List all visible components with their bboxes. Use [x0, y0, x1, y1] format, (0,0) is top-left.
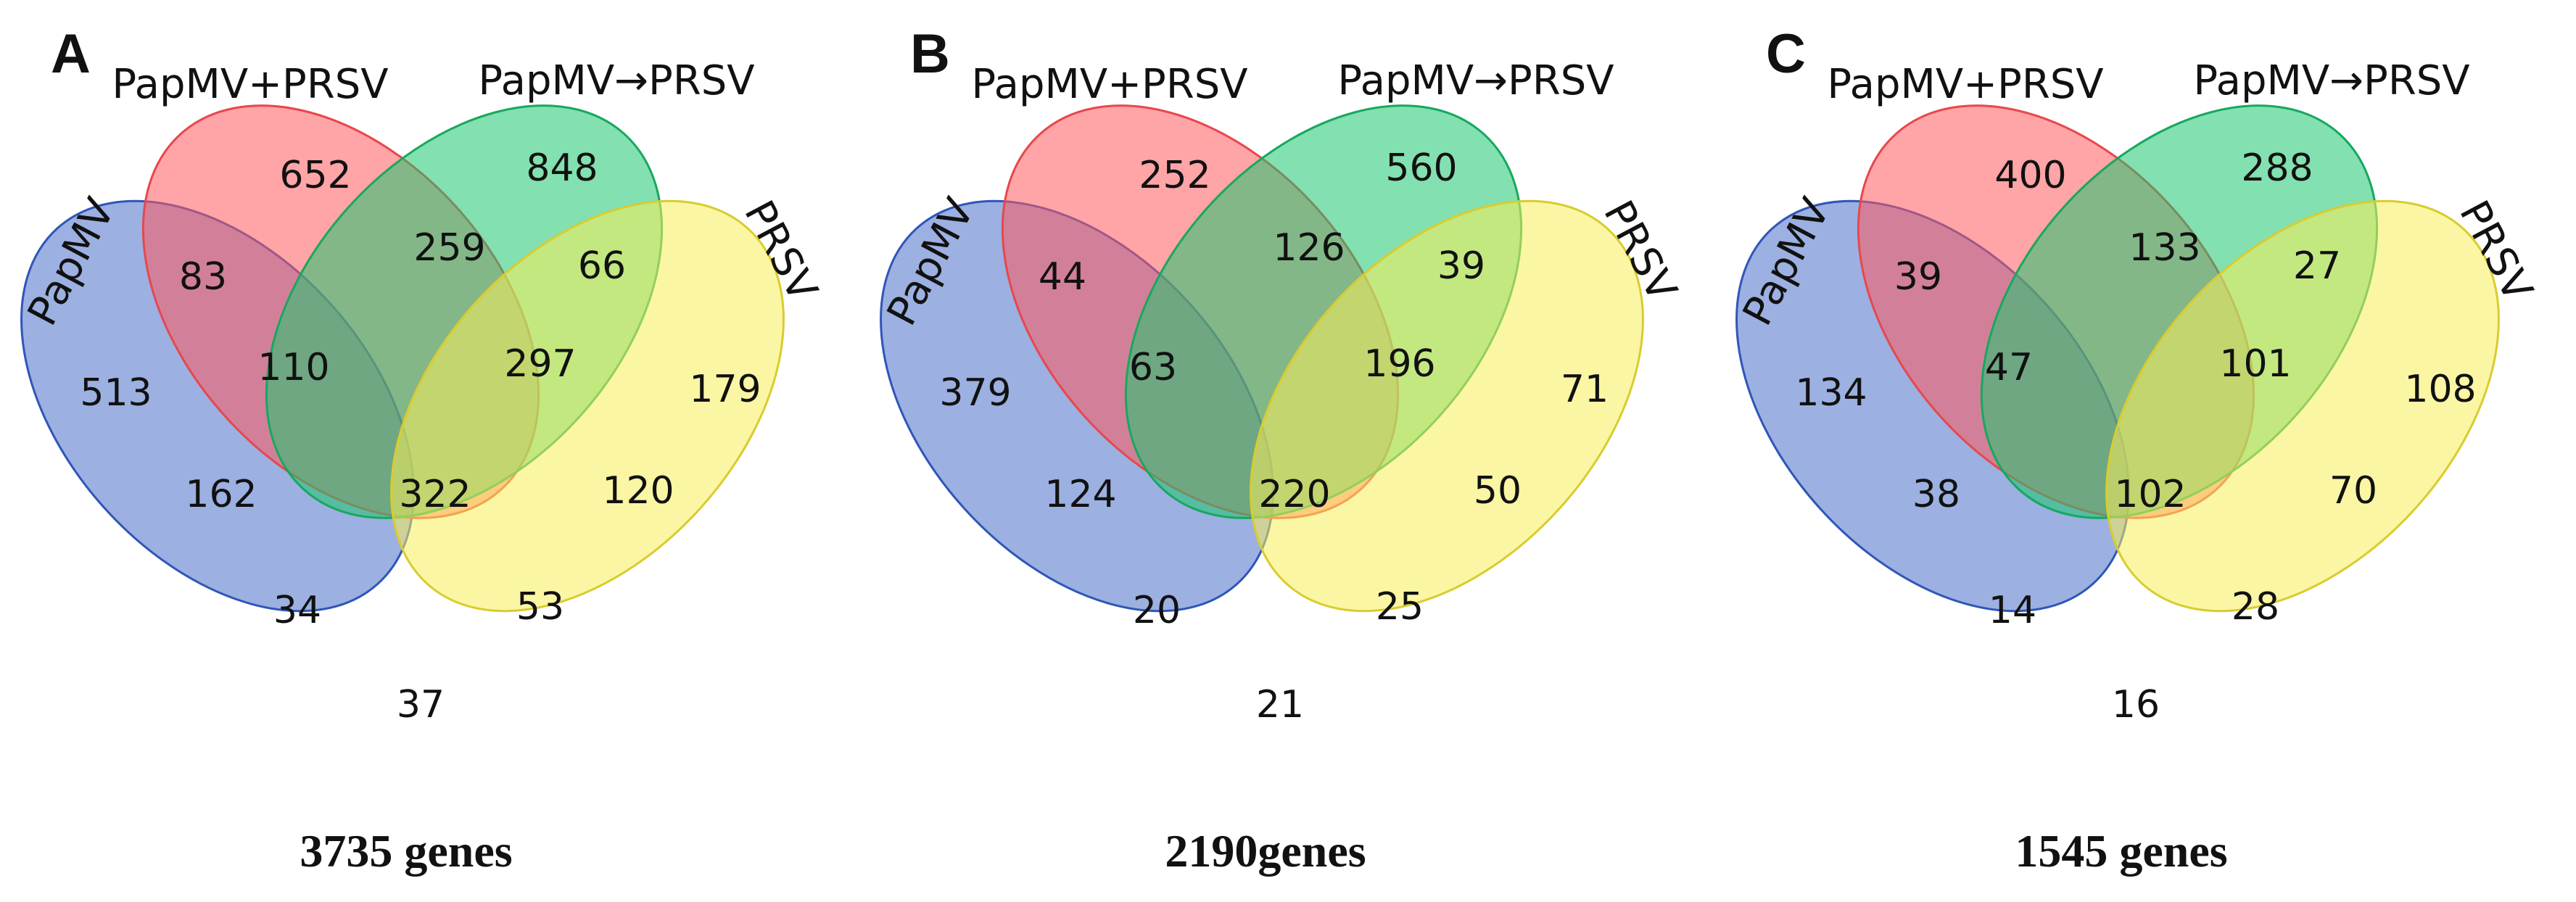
region-count-papmv--papmv-plus-prsv--prsv: 25 — [1376, 585, 1424, 629]
region-count-papmv-plus-prsv--papmv-then-prsv--prsv: 196 — [1363, 342, 1435, 386]
region-count-papmv-plus-prsv--prsv: 70 — [2329, 469, 2377, 513]
region-count-papmv--prsv: 21 — [1256, 683, 1304, 727]
set-label-papmv-then-prsv: PapMV→PRSV — [2193, 57, 2469, 104]
region-count-papmv-then-prsv--prsv: 66 — [578, 244, 626, 288]
region-count-papmv-plus-prsv--papmv-then-prsv: 259 — [413, 226, 485, 270]
region-count-papmv--papmv-then-prsv--prsv: 34 — [273, 589, 321, 632]
set-shape-prsv — [2105, 199, 2500, 613]
region-count-papmv--papmv-plus-prsv: 39 — [1894, 255, 1942, 299]
total-genes-caption: 3735 genes — [300, 825, 512, 877]
region-count-papmv-plus-prsv--papmv-then-prsv: 133 — [2129, 226, 2200, 270]
region-count-papmv--papmv-then-prsv--prsv: 20 — [1133, 589, 1181, 632]
region-count-all-four: 102 — [2114, 473, 2186, 516]
region-count-papmv-then-prsv-only: 848 — [526, 146, 598, 190]
region-count-papmv-then-prsv--prsv: 39 — [1437, 244, 1485, 288]
region-count-papmv--papmv-plus-prsv--prsv: 53 — [516, 585, 564, 629]
region-count-papmv-plus-prsv--papmv-then-prsv--prsv: 101 — [2219, 342, 2291, 386]
panel-letter: C — [1766, 23, 1806, 85]
set-label-papmv-plus-prsv: PapMV+PRSV — [1827, 61, 2103, 108]
region-count-papmv--papmv-then-prsv: 124 — [1044, 473, 1116, 516]
region-count-papmv--papmv-plus-prsv: 83 — [179, 255, 227, 299]
region-count-prsv-only: 108 — [2404, 368, 2476, 411]
region-count-all-four: 220 — [1258, 473, 1330, 516]
region-count-prsv-only: 71 — [1561, 368, 1609, 411]
panel-letter: B — [910, 23, 950, 85]
region-count-papmv-plus-prsv--prsv: 50 — [1474, 469, 1522, 513]
set-label-papmv-then-prsv: PapMV→PRSV — [1337, 57, 1614, 104]
panel-letter: A — [51, 23, 91, 85]
region-count-all-four: 322 — [399, 473, 471, 516]
region-count-papmv-then-prsv-only: 288 — [2241, 146, 2313, 190]
region-count-prsv-only: 179 — [689, 368, 761, 411]
region-count-papmv--prsv: 37 — [397, 683, 445, 727]
region-count-papmv--papmv-plus-prsv--papmv-then-prsv: 47 — [1985, 346, 2033, 389]
set-label-papmv-plus-prsv: PapMV+PRSV — [971, 61, 1247, 108]
region-count-papmv--papmv-plus-prsv: 44 — [1039, 255, 1086, 299]
region-count-papmv--papmv-plus-prsv--papmv-then-prsv: 63 — [1129, 346, 1177, 389]
region-count-papmv--papmv-then-prsv--prsv: 14 — [1989, 589, 2036, 632]
region-count-papmv--papmv-then-prsv: 162 — [185, 473, 257, 516]
region-count-papmv-only: 134 — [1795, 371, 1867, 415]
region-count-papmv-only: 379 — [939, 371, 1011, 415]
region-count-papmv--papmv-plus-prsv--prsv: 28 — [2232, 585, 2279, 629]
region-count-papmv--prsv: 16 — [2112, 683, 2160, 727]
total-genes-caption: 2190genes — [1165, 825, 1366, 877]
region-count-papmv-plus-prsv--prsv: 120 — [602, 469, 674, 513]
set-label-papmv-plus-prsv: PapMV+PRSV — [112, 61, 388, 108]
region-count-papmv-only: 513 — [80, 371, 152, 415]
region-count-papmv-plus-prsv-only: 400 — [1994, 154, 2066, 197]
region-count-papmv--papmv-then-prsv: 38 — [1912, 473, 1960, 516]
total-genes-caption: 1545 genes — [2015, 825, 2227, 877]
region-count-papmv-then-prsv--prsv: 27 — [2293, 244, 2341, 288]
set-label-papmv-then-prsv: PapMV→PRSV — [478, 57, 754, 104]
region-count-papmv--papmv-plus-prsv--papmv-then-prsv: 110 — [257, 346, 329, 389]
region-count-papmv-plus-prsv--papmv-then-prsv--prsv: 297 — [504, 342, 576, 386]
set-shape-prsv — [1250, 199, 1644, 613]
region-count-papmv-plus-prsv-only: 252 — [1139, 154, 1210, 197]
region-count-papmv-then-prsv-only: 560 — [1385, 146, 1457, 190]
region-count-papmv-plus-prsv-only: 652 — [279, 154, 351, 197]
region-count-papmv-plus-prsv--papmv-then-prsv: 126 — [1273, 226, 1345, 270]
set-shape-prsv — [390, 199, 785, 613]
